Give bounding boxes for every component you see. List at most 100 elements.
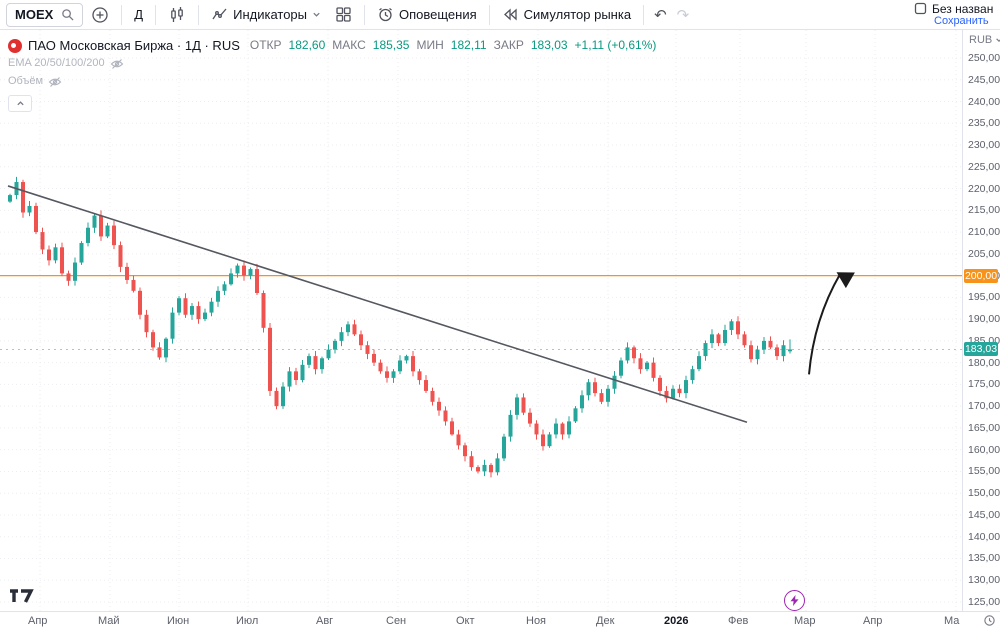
chevron-down-icon: [313, 12, 320, 17]
toolbar-separator: [121, 4, 123, 25]
time-tick: Ма: [944, 615, 960, 627]
chart-type-button[interactable]: [162, 3, 192, 27]
time-tick: Июл: [236, 615, 259, 627]
price-tick: 125,00: [968, 596, 1000, 608]
time-tick: Июн: [167, 615, 190, 627]
price-tick: 165,00: [968, 421, 1000, 434]
close-value: 183,03: [530, 38, 568, 52]
price-tick: 215,00: [968, 204, 1000, 217]
price-tick: 245,00: [968, 73, 1000, 86]
toolbar-separator: [155, 4, 157, 25]
toolbar-separator: [198, 4, 200, 25]
redo-button[interactable]: ↷: [676, 6, 690, 24]
candlestick-type-icon: [171, 6, 183, 22]
interval-button[interactable]: Д: [128, 3, 149, 27]
save-button[interactable]: Сохранить: [934, 15, 989, 27]
ohlc-values: ОТКР 182,60 МАКС 185,35 МИН 182,11 ЗАКР …: [250, 38, 657, 53]
price-tick: 235,00: [968, 117, 1000, 130]
high-label: МАКС: [332, 38, 366, 52]
price-tick: 170,00: [968, 400, 1000, 413]
symbol-search-button[interactable]: MOEX: [6, 2, 84, 27]
high-value: 185,35: [372, 38, 410, 52]
indicators-button[interactable]: Индикаторы: [205, 3, 327, 27]
eye-off-icon[interactable]: [110, 57, 124, 71]
search-icon: [62, 9, 74, 21]
eye-off-icon[interactable]: [48, 75, 62, 89]
open-value: 182,60: [288, 38, 326, 52]
volume-indicator-row: Объём: [8, 74, 656, 89]
last-price-label: 183,03: [964, 342, 998, 357]
price-tick: 160,00: [968, 443, 1000, 456]
time-tick: Сен: [386, 615, 407, 627]
price-tick: 210,00: [968, 226, 1000, 239]
currency-label: RUB: [969, 34, 993, 46]
time-tick: Апр: [863, 615, 883, 627]
price-tick: 195,00: [968, 291, 1000, 304]
legend-collapse-button[interactable]: [8, 95, 32, 112]
price-tick: 150,00: [968, 487, 1000, 500]
chart-legend: ПАО Московская Биржа · 1Д · RUS ОТКР 182…: [8, 38, 656, 112]
time-tick: Авг: [316, 615, 334, 627]
symbol-title[interactable]: ПАО Московская Биржа · 1Д · RUS: [28, 38, 240, 53]
low-value: 182,11: [450, 38, 487, 52]
replay-label: Симулятор рынка: [523, 7, 632, 22]
indicators-label: Индикаторы: [233, 7, 308, 22]
change-value: +1,11 (+0,61%): [574, 38, 657, 52]
interval-label: Д: [134, 7, 144, 22]
price-tick: 250,00: [968, 52, 1000, 64]
ema-label: EMA 20/50/100/200: [8, 57, 105, 69]
add-symbol-button[interactable]: [85, 3, 115, 27]
price-tick: 225,00: [968, 160, 1000, 173]
tradingview-logo[interactable]: [8, 588, 34, 607]
open-label: ОТКР: [249, 38, 282, 52]
layout-save-group: Без назван Сохранить: [914, 2, 1000, 27]
time-axis[interactable]: Апр Май Июн Июл Авг Сен Окт Ноя Дек 2026 Фев Мар Апр…: [0, 611, 1000, 630]
price-tick: 220,00: [968, 182, 1000, 195]
chevron-down-icon: [996, 38, 1000, 42]
alerts-button[interactable]: Оповещения: [371, 3, 483, 27]
timezone-icon[interactable]: [983, 614, 996, 627]
replay-button[interactable]: Симулятор рынка: [496, 3, 637, 27]
replay-icon: [503, 8, 517, 21]
plus-circle-icon: [92, 6, 108, 23]
hline-price-label: 200,00: [964, 268, 998, 283]
time-tick: Окт: [456, 615, 475, 627]
time-tick: Апр: [28, 615, 48, 627]
price-tick: 145,00: [968, 508, 1000, 521]
time-tick: Фев: [728, 615, 749, 627]
volume-label: Объём: [8, 75, 44, 87]
price-tick: 135,00: [968, 552, 1000, 565]
layout-name-label: Без назван: [932, 2, 994, 16]
time-tick: Мар: [794, 615, 816, 627]
price-axis[interactable]: RUB 250,00 245,00 240,00 235,00 230,00 225,00…: [962, 30, 1000, 612]
top-toolbar: MOEX Д Индикаторы Оповещения: [0, 0, 1000, 30]
moex-logo: [8, 38, 22, 53]
ema-indicator-row: EMA 20/50/100/200: [8, 56, 656, 71]
price-tick: 155,00: [968, 465, 1000, 478]
price-tick: 130,00: [968, 574, 1000, 587]
alarm-clock-icon: [379, 7, 392, 22]
price-tick: 175,00: [968, 378, 1000, 391]
currency-selector[interactable]: RUB: [969, 34, 1000, 46]
toolbar-separator: [643, 4, 645, 25]
price-tick: 205,00: [968, 247, 1000, 260]
layout-templates-button[interactable]: [329, 3, 358, 27]
undo-button[interactable]: ↶: [654, 6, 667, 24]
time-tick: Дек: [596, 615, 615, 627]
price-tick: 190,00: [968, 313, 1000, 326]
time-tick: Ноя: [526, 615, 547, 627]
boost-lightning-icon[interactable]: [784, 590, 805, 611]
symbol-label: MOEX: [15, 7, 54, 22]
time-tick: Май: [98, 615, 120, 627]
grid-layout-icon: [336, 7, 351, 22]
indicators-icon: [212, 8, 227, 20]
layout-name-button[interactable]: Без назван: [914, 2, 993, 15]
chevron-up-icon: [16, 101, 24, 106]
price-tick: 230,00: [968, 139, 1000, 152]
toolbar-separator: [488, 4, 490, 25]
toolbar-separator: [364, 4, 366, 25]
layout-square-icon: [914, 2, 927, 15]
price-tick: 180,00: [968, 356, 1000, 369]
